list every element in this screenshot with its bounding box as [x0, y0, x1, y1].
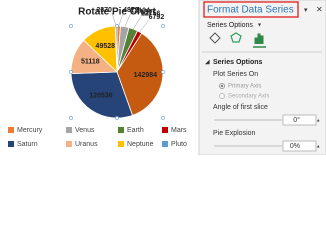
legend-label: Venus	[75, 127, 95, 134]
options-icon[interactable]	[254, 33, 264, 44]
effects-icon[interactable]	[230, 32, 242, 43]
title-highlight	[203, 1, 299, 18]
pane-bg	[198, 0, 326, 155]
data-label: 12104	[130, 8, 150, 15]
collapse-arrow[interactable]: ◢	[205, 60, 210, 66]
pane-menu[interactable]: ▾	[304, 7, 308, 14]
selection-handle	[115, 24, 119, 28]
selection-handle	[161, 70, 165, 74]
leader-line	[133, 16, 142, 30]
angle-value[interactable]: 0°	[293, 116, 300, 124]
legend-label: Mercury	[17, 127, 43, 134]
data-label: 4879	[123, 7, 139, 14]
pie-slice	[116, 32, 164, 116]
radio-dot	[220, 84, 224, 88]
data-label: 120536	[89, 92, 112, 99]
pane-title: Format Data Series	[207, 5, 294, 16]
selection-handle	[161, 24, 165, 28]
selection-handle	[161, 116, 165, 120]
data-label: 49528	[96, 43, 116, 50]
legend-label: Earth	[127, 127, 144, 134]
legend-label: Pluto	[171, 141, 187, 148]
legend: MercuryVenusEarthMarsJupiterSaturnUranus…	[8, 127, 234, 148]
legend-label: Mars	[171, 127, 187, 134]
spinner[interactable]: ▴	[317, 117, 320, 123]
plot-on-label: Plot Series On	[213, 71, 258, 78]
explosion-label: Pie Explosion	[213, 130, 256, 137]
data-label: 6792	[149, 14, 165, 21]
angle-input[interactable]	[282, 114, 317, 126]
radio-label[interactable]: Secondary Axis	[228, 94, 269, 100]
selection-handle	[115, 116, 119, 120]
data-label: 12756	[141, 11, 161, 18]
selection-handle	[69, 24, 73, 28]
legend-swatch	[162, 141, 168, 147]
options-dropdown[interactable]: Series Options	[207, 22, 253, 29]
data-label: 2370	[96, 7, 112, 14]
section-header[interactable]: Series Options	[213, 59, 263, 66]
selection-handle	[69, 116, 73, 120]
legend-swatch	[162, 127, 168, 133]
legend-swatch	[8, 141, 14, 147]
legend-swatch	[66, 141, 72, 147]
leader-line	[118, 12, 124, 27]
legend-label: Saturn	[17, 141, 38, 148]
legend-label: Uranus	[75, 141, 98, 148]
data-label: 142984	[134, 72, 157, 79]
pie-slice	[70, 71, 133, 119]
dropdown-arrow[interactable]: ▾	[258, 23, 261, 29]
legend-label: Neptune	[127, 141, 154, 148]
radio[interactable]	[219, 93, 225, 99]
fill-icon[interactable]	[209, 32, 221, 44]
legend-swatch	[118, 141, 124, 147]
explosion-value[interactable]: 0%	[290, 143, 300, 150]
format-pane: Format Data Series ▾ ✕ Series Options ▾ …	[198, 0, 326, 155]
leader-line	[139, 20, 149, 33]
leader-line	[111, 12, 117, 27]
angle-label: Angle of first slice	[213, 104, 268, 111]
pane-close[interactable]: ✕	[316, 5, 323, 14]
spinner[interactable]: ▴	[317, 143, 320, 149]
explosion-input[interactable]	[282, 140, 317, 152]
selection-handle	[69, 70, 73, 74]
radio-label[interactable]: Primary Axis	[228, 84, 261, 90]
legend-swatch	[66, 127, 72, 133]
data-label: 51118	[81, 59, 100, 66]
legend-swatch	[118, 127, 124, 133]
chart-title: Rotate Pie Chart	[78, 7, 156, 18]
leader-line	[124, 13, 131, 27]
legend-swatch	[8, 127, 14, 133]
